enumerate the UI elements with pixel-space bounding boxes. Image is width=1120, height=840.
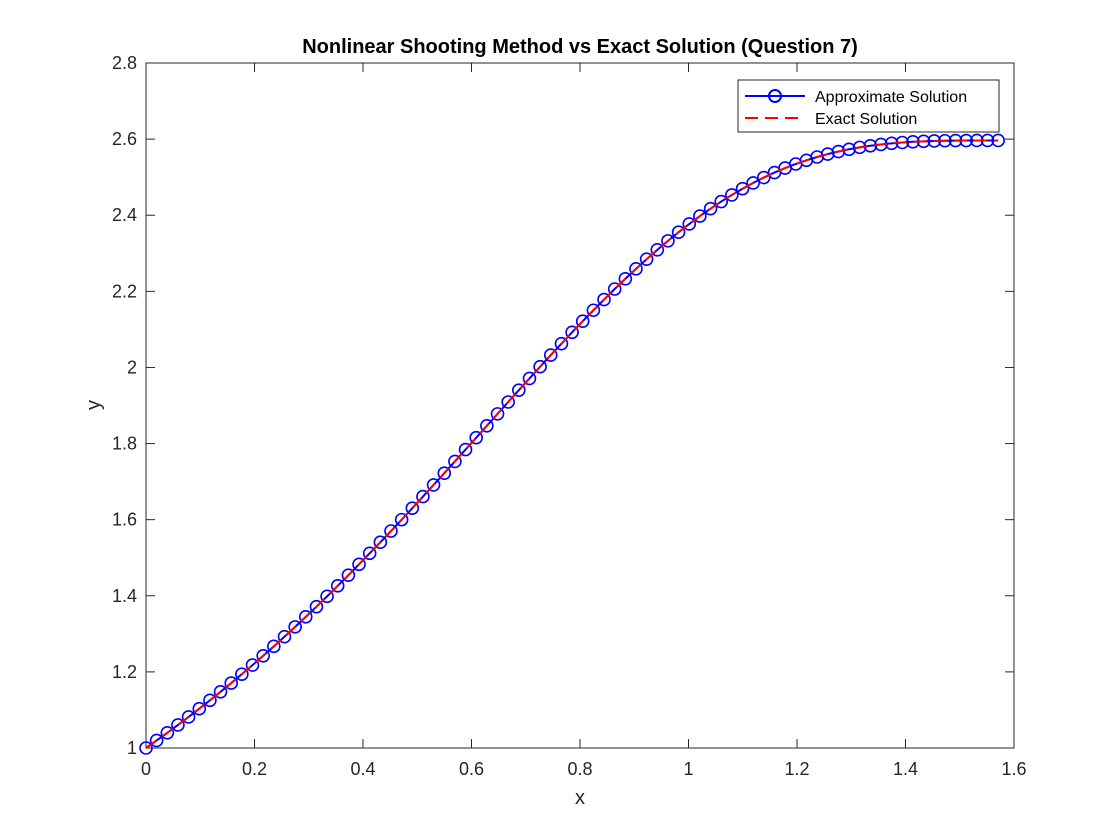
legend-box	[737, 79, 1000, 133]
x-tick-label: 0.2	[242, 759, 267, 779]
approximate-solution-point	[309, 599, 324, 614]
approximate-solution-point	[512, 383, 526, 397]
approximate-solution-point	[618, 271, 633, 286]
approximate-solution-point	[842, 142, 856, 157]
y-tick-label: 2	[127, 357, 137, 377]
approximate-solution-point	[426, 478, 441, 492]
approximate-solution-point	[682, 217, 697, 231]
y-tick-label: 1.6	[112, 510, 137, 530]
approximate-solution-point	[160, 725, 175, 740]
legend-exact-label: Exact Solution	[815, 111, 917, 128]
x-tick-label: 0.6	[459, 759, 484, 779]
x-tick-label: 1.6	[1001, 759, 1026, 779]
approximate-solution-point	[671, 225, 686, 240]
x-tick-label: 0.8	[567, 759, 592, 779]
chart-title: Nonlinear Shooting Method vs Exact Solut…	[302, 36, 858, 58]
approximate-solution-point	[629, 262, 643, 276]
approximate-solution-point	[256, 648, 270, 663]
y-axis-ticks: 1 1.2 1.4 1.6 1.8 2 2.2 2.4 2.6 2.8	[112, 53, 1014, 758]
approximate-solution-point	[756, 170, 771, 185]
approximate-solution-point	[501, 395, 515, 409]
exact-solution-series	[145, 139, 999, 749]
y-tick-label: 1.4	[112, 586, 137, 606]
approximate-solution-point	[288, 620, 302, 634]
y-tick-label: 2.2	[112, 281, 137, 301]
approximate-solution-point	[352, 557, 366, 572]
approximate-solution-point	[565, 325, 579, 340]
approximate-solution-point	[139, 741, 153, 755]
approximate-solution-point	[384, 524, 398, 538]
approximate-solution-point	[341, 568, 356, 582]
x-axis-label: x	[575, 787, 585, 809]
approximate-solution-point	[192, 701, 207, 716]
approximate-solution-point	[437, 466, 452, 481]
legend: Approximate Solution Exact Solution	[737, 79, 1000, 133]
approximate-solution-point	[320, 589, 334, 604]
approximate-solution-point	[522, 371, 537, 386]
approximate-solution-point	[991, 133, 1005, 148]
approximate-solution-point	[330, 579, 345, 593]
approximate-solution-point	[703, 201, 718, 216]
approximate-solution-point	[149, 733, 164, 748]
approximate-solution-point	[298, 610, 313, 624]
approximate-solution-point	[181, 710, 196, 724]
approximate-solution-point	[533, 359, 547, 374]
legend-approx-marker	[768, 89, 782, 103]
approximate-solution-point	[650, 243, 665, 257]
approximate-solution-point	[448, 454, 462, 469]
approximate-solution-point	[405, 501, 420, 515]
approximate-solution-point	[245, 658, 260, 672]
approximate-solution-point	[458, 442, 473, 457]
y-tick-label: 2.8	[112, 53, 137, 73]
approximate-solution-point	[203, 693, 217, 708]
y-tick-label: 2.4	[112, 205, 137, 225]
y-axis-label: y	[83, 400, 105, 410]
y-tick-label: 1.8	[112, 434, 137, 454]
approximate-solution-point	[554, 336, 569, 351]
approximate-solution-point	[831, 144, 846, 159]
approximate-solution-point	[490, 407, 505, 421]
x-tick-label: 1	[683, 759, 693, 779]
y-tick-label: 1.2	[112, 662, 137, 682]
approximate-solution-point	[746, 176, 760, 190]
approximate-solution-point	[235, 667, 249, 681]
approximate-solution-point	[586, 303, 601, 318]
approximate-solution-point	[394, 512, 409, 527]
x-axis-ticks: 0 0.2 0.4 0.6 0.8 1 1.2 1.4 1.6	[141, 63, 1027, 779]
approximate-solution-point	[224, 676, 239, 690]
approximate-solution-point	[735, 181, 750, 196]
approximate-solution-point	[597, 292, 611, 307]
approximate-solution-point	[469, 430, 484, 445]
approximate-solution-point	[661, 234, 675, 248]
approximate-solution-point	[639, 252, 654, 266]
x-tick-label: 0.4	[350, 759, 375, 779]
approximate-solution-point	[725, 188, 739, 202]
approximate-solution-point	[416, 489, 430, 504]
x-tick-label: 0	[141, 759, 151, 779]
approximate-solution-point	[373, 535, 388, 550]
approximate-solution-point	[480, 418, 494, 433]
approximate-solution-point	[267, 639, 281, 654]
approximate-solution-point	[575, 314, 590, 329]
approximate-solution-point	[277, 629, 292, 644]
x-tick-label: 1.2	[784, 759, 809, 779]
exact-solution-line	[145, 139, 999, 749]
approximate-solution-point	[213, 684, 228, 699]
approximate-solution-point	[543, 348, 558, 362]
approximate-solution-point	[714, 194, 729, 209]
x-tick-label: 1.4	[893, 759, 918, 779]
legend-approx-label: Approximate Solution	[815, 89, 967, 106]
approximate-solution-point	[607, 282, 622, 296]
approximate-solution-point	[171, 718, 185, 732]
y-tick-label: 1	[127, 738, 137, 758]
y-tick-label: 2.6	[112, 129, 137, 149]
approximate-solution-point	[362, 546, 377, 561]
approximate-solution-point	[693, 209, 707, 223]
